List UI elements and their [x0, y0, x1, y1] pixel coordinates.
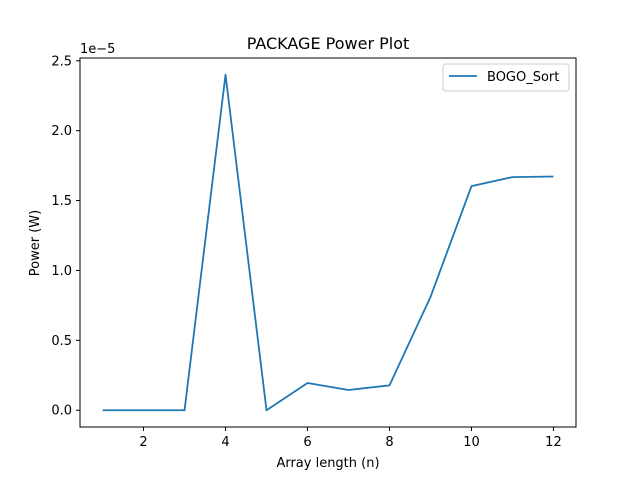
x-tick-label: 2 [139, 435, 147, 450]
y-tick-label: 2.5 [51, 54, 72, 69]
series-line-bogo-sort [102, 73, 554, 412]
x-axis-label: Array length (n) [276, 456, 379, 471]
x-tick-label: 10 [463, 435, 480, 450]
x-tick-label: 12 [545, 435, 562, 450]
y-tick-label: 0.5 [51, 334, 72, 349]
x-tick-label: 8 [385, 435, 393, 450]
series-layer [102, 73, 554, 412]
chart-title: PACKAGE Power Plot [247, 34, 410, 53]
legend: BOGO_Sort [442, 63, 570, 92]
x-tick-label: 6 [303, 435, 311, 450]
legend-box [442, 63, 570, 92]
y-tick-label: 1.0 [51, 264, 72, 279]
axis-ticks: 2 4 6 8 10 12 0.0 0.5 1.0 1.5 2.0 2.5 [51, 54, 561, 450]
x-tick-label: 4 [221, 435, 229, 450]
y-axis-label: Power (W) [28, 210, 43, 276]
plot-frame [79, 57, 577, 428]
y-offset-label: 1e−5 [80, 42, 115, 57]
y-tick-label: 0.0 [51, 404, 72, 419]
legend-label: BOGO_Sort [487, 70, 559, 85]
y-tick-label: 1.5 [51, 194, 72, 209]
y-tick-label: 2.0 [51, 124, 72, 139]
